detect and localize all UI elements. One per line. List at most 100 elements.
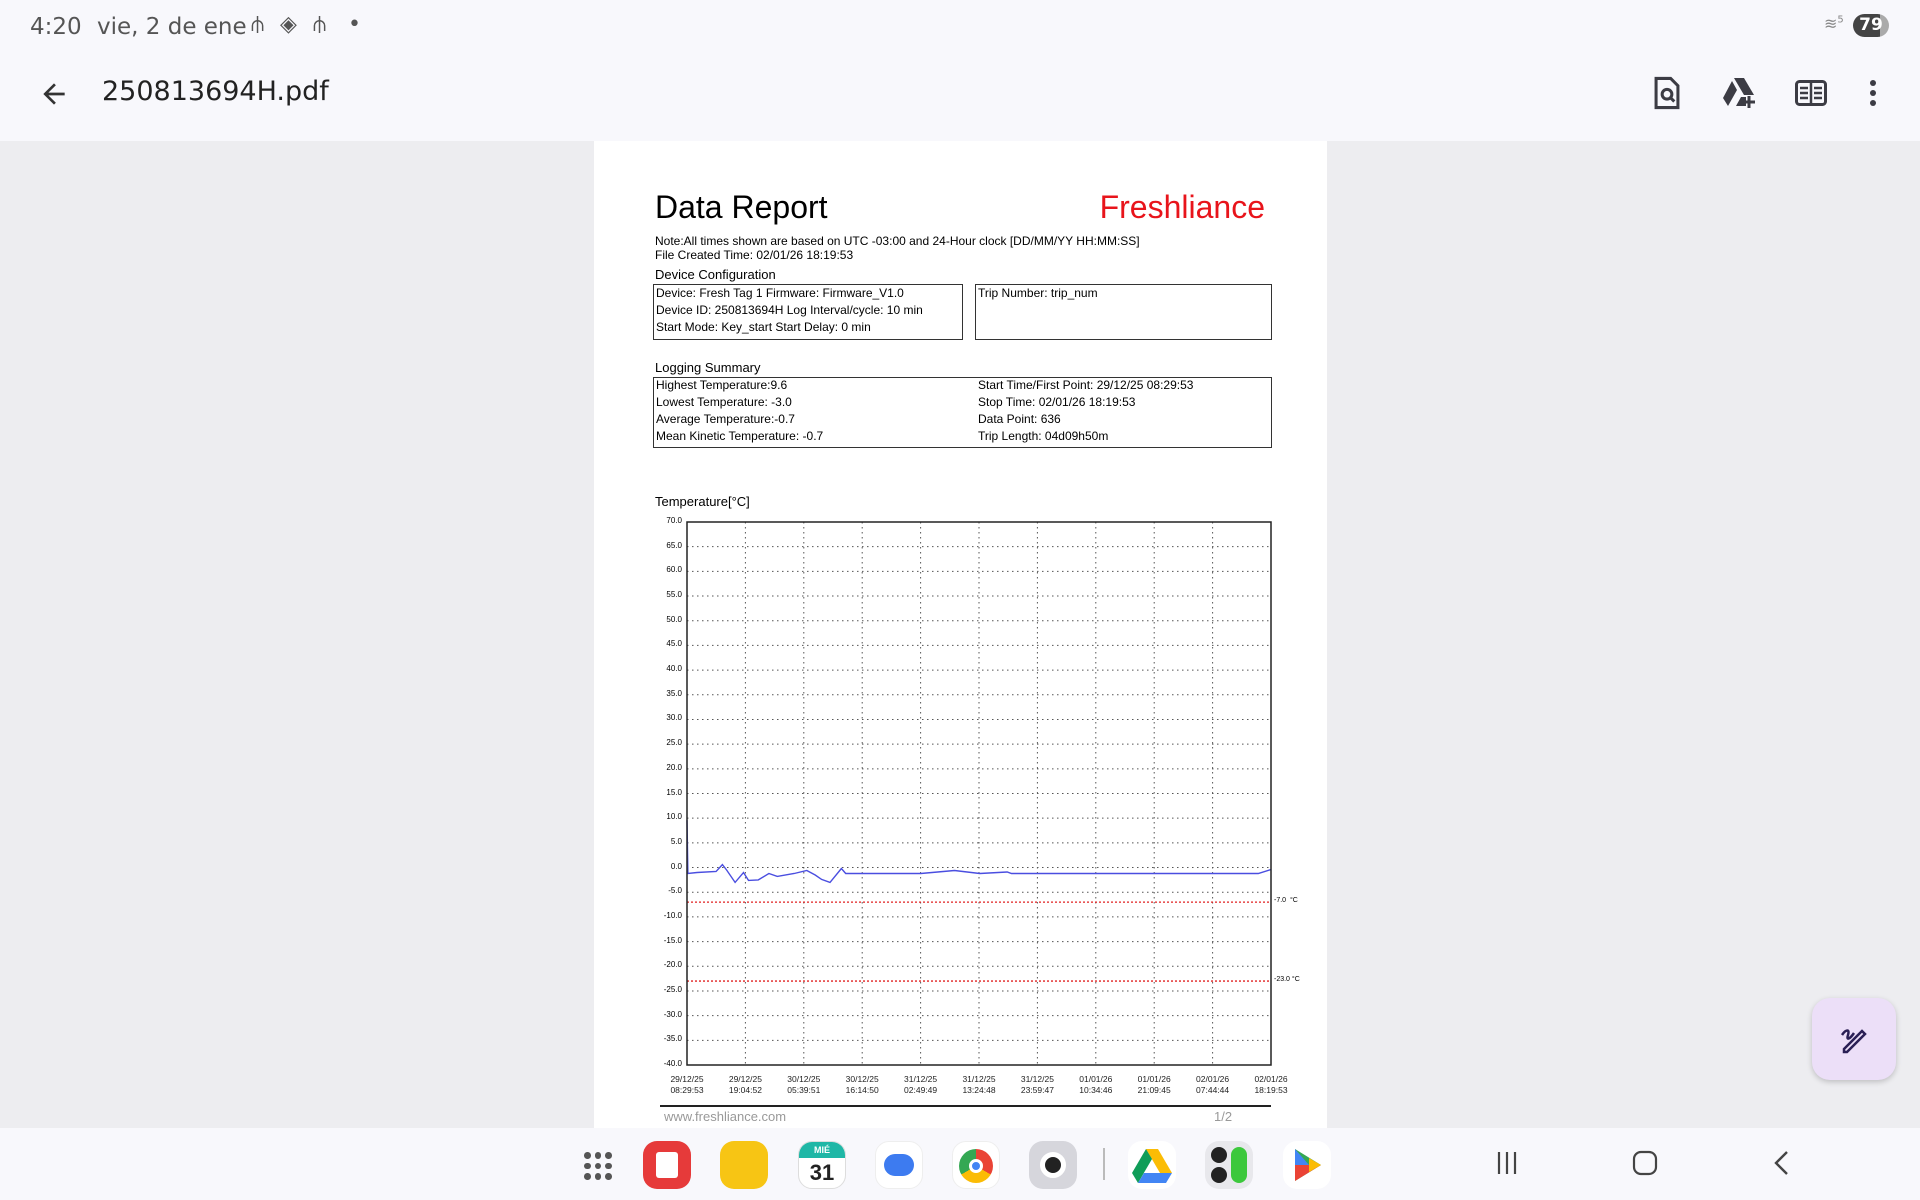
y-tick-label: 30.0 (666, 713, 682, 723)
summary-item: Highest Temperature:9.6 (656, 378, 788, 392)
play-store-app-icon[interactable] (1283, 1141, 1331, 1189)
y-tick-label: 70.0 (666, 516, 682, 525)
config-line: Device ID: 250813694H Log Interval/cycle… (656, 303, 923, 317)
x-tick-date: 31/12/25 (1020, 1074, 1054, 1084)
y-tick-label: 15.0 (666, 787, 682, 797)
apps-grid-icon[interactable] (584, 1152, 612, 1180)
x-tick-time: 23:59:47 (1020, 1085, 1054, 1095)
y-tick-label: 40.0 (666, 664, 682, 674)
drive-add-icon[interactable] (1722, 76, 1758, 110)
summary-item: Trip Length: 04d09h50m (978, 429, 1109, 443)
y-tick-label: 55.0 (666, 590, 682, 600)
footer-rule (660, 1105, 1271, 1107)
y-tick-label: -30.0 (663, 1009, 682, 1019)
calendar-app-icon[interactable]: MIÉ 31 (798, 1141, 846, 1189)
y-tick-label: -15.0 (663, 935, 682, 945)
x-tick-time: 13:24:48 (962, 1085, 996, 1095)
y-tick-label: 10.0 (666, 812, 682, 822)
y-tick-label: -35.0 (663, 1034, 682, 1044)
footer-page-number: 1/2 (1214, 1109, 1233, 1124)
file-created-time: File Created Time: 02/01/26 18:19:53 (655, 248, 854, 262)
logging-summary-box: Highest Temperature:9.6 Lowest Temperatu… (653, 377, 1272, 448)
messages-app-icon[interactable] (875, 1141, 923, 1189)
x-tick-label: 01/01/26 21:09:45 (1124, 1074, 1184, 1096)
x-tick-label: 01/01/26 10:34:46 (1066, 1074, 1126, 1096)
notes-app-icon[interactable] (643, 1141, 691, 1189)
summary-item: Stop Time: 02/01/26 18:19:53 (978, 395, 1136, 409)
trip-box: Trip Number: trip_num (975, 284, 1272, 340)
files-app-icon[interactable] (720, 1141, 768, 1189)
x-tick-time: 02:49:49 (904, 1085, 938, 1095)
report-title: Data Report (655, 189, 828, 225)
x-tick-date: 31/12/25 (962, 1074, 996, 1084)
y-tick-label: 45.0 (666, 639, 682, 649)
x-tick-label: 31/12/25 23:59:47 (1007, 1074, 1067, 1096)
x-tick-label: 29/12/25 08:29:53 (657, 1074, 717, 1096)
x-tick-date: 30/12/25 (845, 1074, 879, 1084)
x-tick-label: 31/12/25 13:24:48 (949, 1074, 1009, 1096)
chrome-app-icon[interactable] (952, 1141, 1000, 1189)
reader-mode-icon[interactable] (1795, 80, 1827, 106)
y-tick-label: 5.0 (670, 836, 682, 846)
y-tick-label: -5.0 (668, 886, 682, 896)
annotate-button[interactable] (1812, 998, 1896, 1080)
temperature-series-line (686, 820, 1272, 884)
x-tick-label: 02/01/26 07:44:44 (1183, 1074, 1243, 1096)
x-tick-time: 18:19:53 (1254, 1085, 1288, 1095)
x-tick-label: 30/12/25 16:14:50 (832, 1074, 892, 1096)
chart-plot (686, 521, 1272, 1066)
summary-item: Mean Kinetic Temperature: -0.7 (656, 429, 824, 443)
calendar-weekday: MIÉ (799, 1142, 845, 1158)
trip-number: Trip Number: trip_num (978, 286, 1098, 300)
recents-icon[interactable] (1494, 1150, 1520, 1176)
status-time: 4:20 (30, 14, 82, 40)
back-arrow-icon[interactable] (38, 78, 70, 110)
x-tick-time: 21:09:45 (1137, 1085, 1171, 1095)
x-tick-date: 31/12/25 (904, 1074, 938, 1084)
x-tick-label: 29/12/25 19:04:52 (715, 1074, 775, 1096)
x-tick-date: 01/01/26 (1137, 1074, 1171, 1084)
y-tick-label: -40.0 (663, 1059, 682, 1068)
brand-logo: Freshliance (1099, 189, 1265, 225)
app-bar: 250813694H.pdf (0, 60, 1920, 141)
chart-ylabel: Temperature[°C] (655, 494, 750, 509)
pdf-viewer[interactable]: Data Report Freshliance Note:All times s… (0, 141, 1920, 1128)
plot-frame (686, 521, 1272, 1066)
calendar-day: 31 (809, 1160, 835, 1185)
home-icon[interactable] (1632, 1150, 1658, 1176)
x-tick-time: 07:44:44 (1196, 1085, 1230, 1095)
y-tick-label: -25.0 (663, 984, 682, 994)
vpn-diamond-icon: ◈ (280, 12, 297, 37)
drive-app-icon[interactable] (1128, 1141, 1176, 1189)
y-tick-label: 60.0 (666, 565, 682, 575)
summary-item: Start Time/First Point: 29/12/25 08:29:5… (978, 378, 1194, 392)
wifi-icon: ≋5 (1824, 14, 1844, 33)
battery-icon: 79 (1853, 14, 1889, 37)
limit-label: -7.0 °C (1274, 897, 1298, 905)
x-tick-date: 29/12/25 (670, 1074, 704, 1084)
more-vert-icon[interactable] (1866, 78, 1880, 108)
x-tick-label: 02/01/26 18:19:53 (1241, 1074, 1301, 1096)
x-tick-date: 02/01/26 (1254, 1074, 1288, 1084)
usb-icon: ⫛ (251, 12, 265, 37)
device-config-box: Device: Fresh Tag 1 Firmware: Firmware_V… (653, 284, 963, 340)
x-tick-time: 10:34:46 (1079, 1085, 1113, 1095)
x-tick-time: 16:14:50 (845, 1085, 879, 1095)
logging-summary-heading: Logging Summary (655, 360, 761, 375)
footer-website: www.freshliance.com (664, 1109, 787, 1124)
status-date: vie, 2 de ene (97, 14, 247, 40)
status-bar: 4:20 vie, 2 de ene ⫛ ◈ ⫛ • ≋5 79 (0, 0, 1920, 60)
x-tick-time: 08:29:53 (670, 1085, 704, 1095)
y-tick-label: 35.0 (666, 688, 682, 698)
search-document-icon[interactable] (1652, 76, 1682, 110)
x-tick-date: 01/01/26 (1079, 1074, 1113, 1084)
summary-item: Lowest Temperature: -3.0 (656, 395, 792, 409)
back-icon[interactable] (1772, 1150, 1792, 1176)
y-tick-label: 25.0 (666, 738, 682, 748)
timezone-note: Note:All times shown are based on UTC -0… (655, 234, 1140, 248)
usb-icon: ⫛ (313, 12, 327, 37)
calculator-app-icon[interactable] (1205, 1141, 1253, 1189)
config-line: Device: Fresh Tag 1 Firmware: Firmware_V… (656, 286, 904, 300)
camera-app-icon[interactable] (1029, 1141, 1077, 1189)
x-tick-time: 05:39:51 (787, 1085, 821, 1095)
